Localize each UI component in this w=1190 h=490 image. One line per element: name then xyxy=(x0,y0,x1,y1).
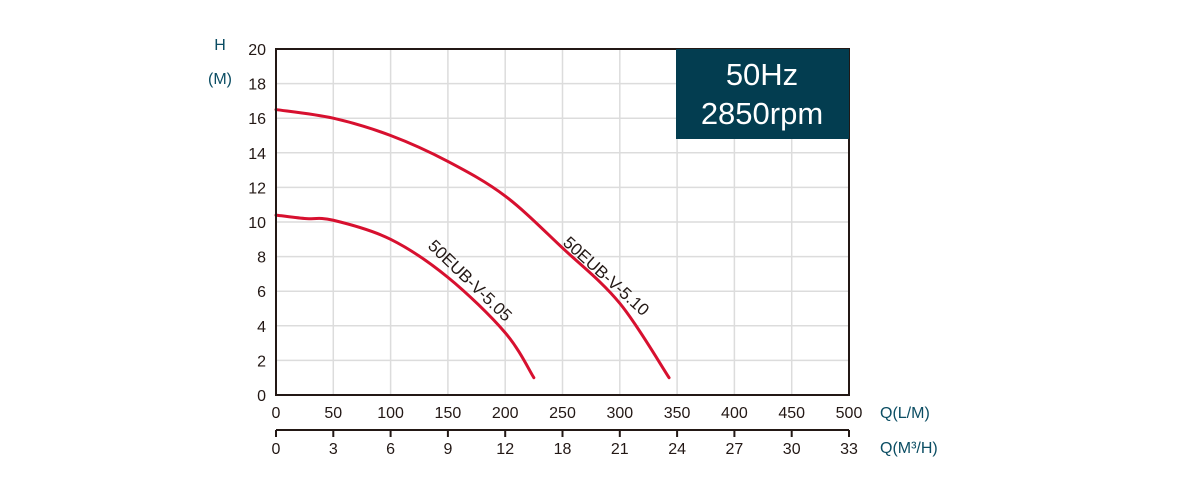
x-tick-label-m3h: 33 xyxy=(840,441,858,458)
grid-lines xyxy=(276,49,849,395)
x-tick-label-lpm: 500 xyxy=(836,405,863,422)
y-axis-label-h: H xyxy=(214,37,226,54)
x-tick-label-m3h: 27 xyxy=(726,441,744,458)
curve-50EUB-V-5.10 xyxy=(274,108,671,380)
x-tick-label-m3h: 30 xyxy=(783,441,801,458)
x-tick-label-lpm: 150 xyxy=(435,405,462,422)
y-tick-label: 12 xyxy=(248,180,266,197)
x-tick-label-lpm: 350 xyxy=(664,405,691,422)
y-tick-label: 14 xyxy=(248,146,266,163)
x-tick-label-m3h: 18 xyxy=(554,441,572,458)
curve-50EUB-V-5.05 xyxy=(274,213,536,380)
x-tick-label-m3h: 9 xyxy=(443,441,452,458)
y-tick-label: 10 xyxy=(248,215,266,232)
y-tick-label: 0 xyxy=(257,388,266,405)
x-tick-label-lpm: 400 xyxy=(721,405,748,422)
curve-label: 50EUB-V-5.05 xyxy=(424,236,515,325)
x-tick-label-lpm: 50 xyxy=(324,405,342,422)
y-tick-label: 20 xyxy=(248,42,266,59)
y-axis-ticks: 0 2 4 6 8 10 12 14 16 18 20 xyxy=(248,42,266,405)
y-tick-label: 4 xyxy=(257,319,266,336)
y-tick-label: 16 xyxy=(248,111,266,128)
badge-frequency: 50Hz xyxy=(726,57,798,92)
x-tick-label-m3h: 3 xyxy=(329,441,338,458)
y-tick-label: 2 xyxy=(257,353,266,370)
x-tick-label-lpm: 450 xyxy=(778,405,805,422)
x-tick-label-lpm: 250 xyxy=(549,405,576,422)
y-tick-label: 6 xyxy=(257,284,266,301)
x-tick-label-lpm: 300 xyxy=(606,405,633,422)
x-tick-label-m3h: 24 xyxy=(668,441,686,458)
x-axis-ticks-lpm: 0 50 100 150 200 250 300 350 400 450 500 xyxy=(272,405,863,422)
x-tick-label-m3h: 21 xyxy=(611,441,629,458)
x-tick-label-lpm: 0 xyxy=(272,405,281,422)
secondary-x-axis: 0 3 6 9 12 18 21 24 27 30 33 xyxy=(272,429,858,458)
y-axis-label-unit: (M) xyxy=(208,71,232,88)
plot-frame xyxy=(275,48,850,396)
x-tick-label-m3h: 0 xyxy=(272,441,281,458)
performance-curves xyxy=(274,108,671,380)
x-tick-label-lpm: 200 xyxy=(492,405,519,422)
x-tick-label-m3h: 6 xyxy=(386,441,395,458)
speed-badge: 50Hz 2850rpm xyxy=(676,49,849,139)
x-tick-label-m3h: 12 xyxy=(496,441,514,458)
badge-rpm: 2850rpm xyxy=(701,96,823,131)
x-tick-label-lpm: 100 xyxy=(377,405,404,422)
y-tick-label: 8 xyxy=(257,250,266,267)
curve-labels: 50EUB-V-5.05 50EUB-V-5.10 xyxy=(424,233,653,326)
y-tick-label: 18 xyxy=(248,77,266,94)
x-axis-label-m3h: Q(M³/H) xyxy=(880,440,938,457)
curve-label: 50EUB-V-5.10 xyxy=(559,233,652,320)
x-axis-label-lpm: Q(L/M) xyxy=(880,405,930,422)
